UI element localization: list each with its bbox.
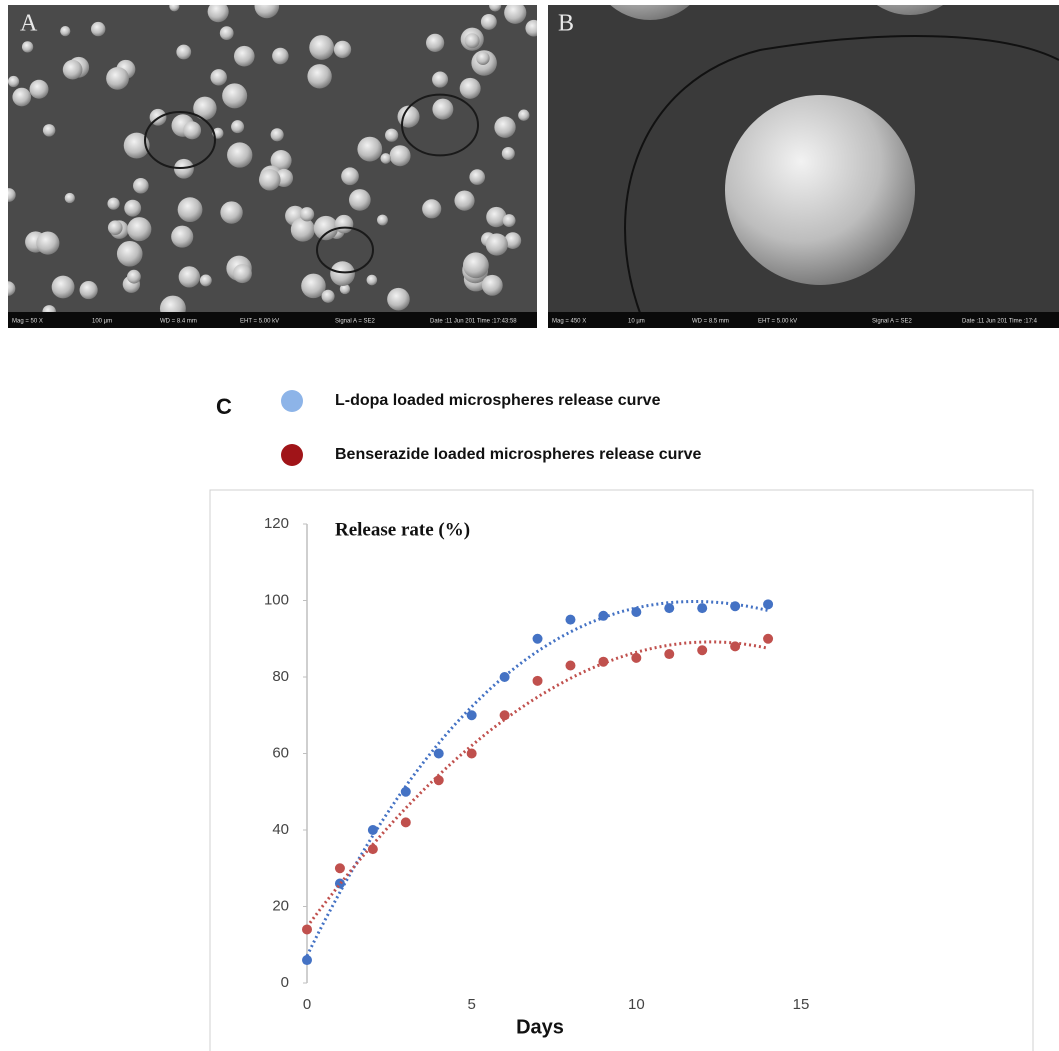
info-text: Signal A = SE2 [872, 319, 913, 325]
y-tick-label: 120 [264, 515, 289, 532]
data-point [500, 710, 510, 720]
legend-label: Benserazide loaded microspheres release … [335, 446, 702, 463]
legend-marker [281, 390, 303, 412]
info-text: Mag = 450 X [552, 319, 586, 325]
chart-frame [210, 490, 1033, 1051]
panel-label: B [558, 11, 574, 37]
y-tick-label: 20 [272, 897, 289, 914]
info-text: WD = 8.4 mm [160, 319, 197, 325]
data-point [565, 615, 575, 625]
data-point [467, 749, 477, 759]
x-tick-label: 15 [793, 996, 810, 1013]
data-point [434, 775, 444, 785]
sem-image-b: B [548, 0, 1059, 328]
sem-image-a: A [1, 0, 542, 328]
data-point [664, 603, 674, 613]
info-text: EHT = 5.00 kV [240, 319, 279, 325]
chart-title: Release rate (%) [335, 519, 470, 540]
info-text: 100 µm [92, 319, 112, 325]
data-point [533, 634, 543, 644]
data-point [763, 634, 773, 644]
info-text: Signal A = SE2 [335, 319, 376, 325]
x-axis-label: Days [516, 1016, 564, 1038]
data-point [368, 844, 378, 854]
data-point [335, 863, 345, 873]
data-point [368, 825, 378, 835]
data-point [598, 611, 608, 621]
info-text: Mag = 50 X [12, 319, 43, 325]
y-tick-label: 60 [272, 744, 289, 761]
x-tick-label: 0 [303, 996, 311, 1013]
panel-label: A [20, 11, 38, 37]
data-point [302, 924, 312, 934]
x-tick-label: 10 [628, 996, 645, 1013]
data-point [467, 710, 477, 720]
data-point [434, 749, 444, 759]
figure: A B C Release rate (%) Days Mag = 50 X 10… [0, 0, 1059, 1051]
panel-label: C [216, 394, 232, 419]
data-point [500, 672, 510, 682]
data-point [631, 607, 641, 617]
data-point [302, 955, 312, 965]
legend-marker [281, 444, 303, 466]
legend-label: L-dopa loaded microspheres release curve [335, 392, 661, 409]
info-text: WD = 8.5 mm [692, 319, 729, 325]
y-tick-label: 80 [272, 668, 289, 685]
data-point [401, 817, 411, 827]
x-tick-label: 5 [467, 996, 475, 1013]
info-text: Date :11 Jun 201 Time :17:4 [962, 319, 1038, 325]
y-tick-label: 40 [272, 821, 289, 838]
data-point [401, 787, 411, 797]
data-point [664, 649, 674, 659]
y-tick-label: 0 [281, 974, 289, 991]
data-point [763, 599, 773, 609]
info-text: EHT = 5.00 kV [758, 319, 797, 325]
info-text: Date :11 Jun 201 Time :17:43:58 [430, 319, 517, 325]
data-point [697, 645, 707, 655]
data-point [631, 653, 641, 663]
data-point [730, 601, 740, 611]
data-point [565, 661, 575, 671]
data-point [730, 641, 740, 651]
data-point [697, 603, 707, 613]
data-point [335, 879, 345, 889]
y-tick-label: 100 [264, 591, 289, 608]
info-text: 10 µm [628, 319, 645, 325]
data-point [598, 657, 608, 667]
data-point [533, 676, 543, 686]
